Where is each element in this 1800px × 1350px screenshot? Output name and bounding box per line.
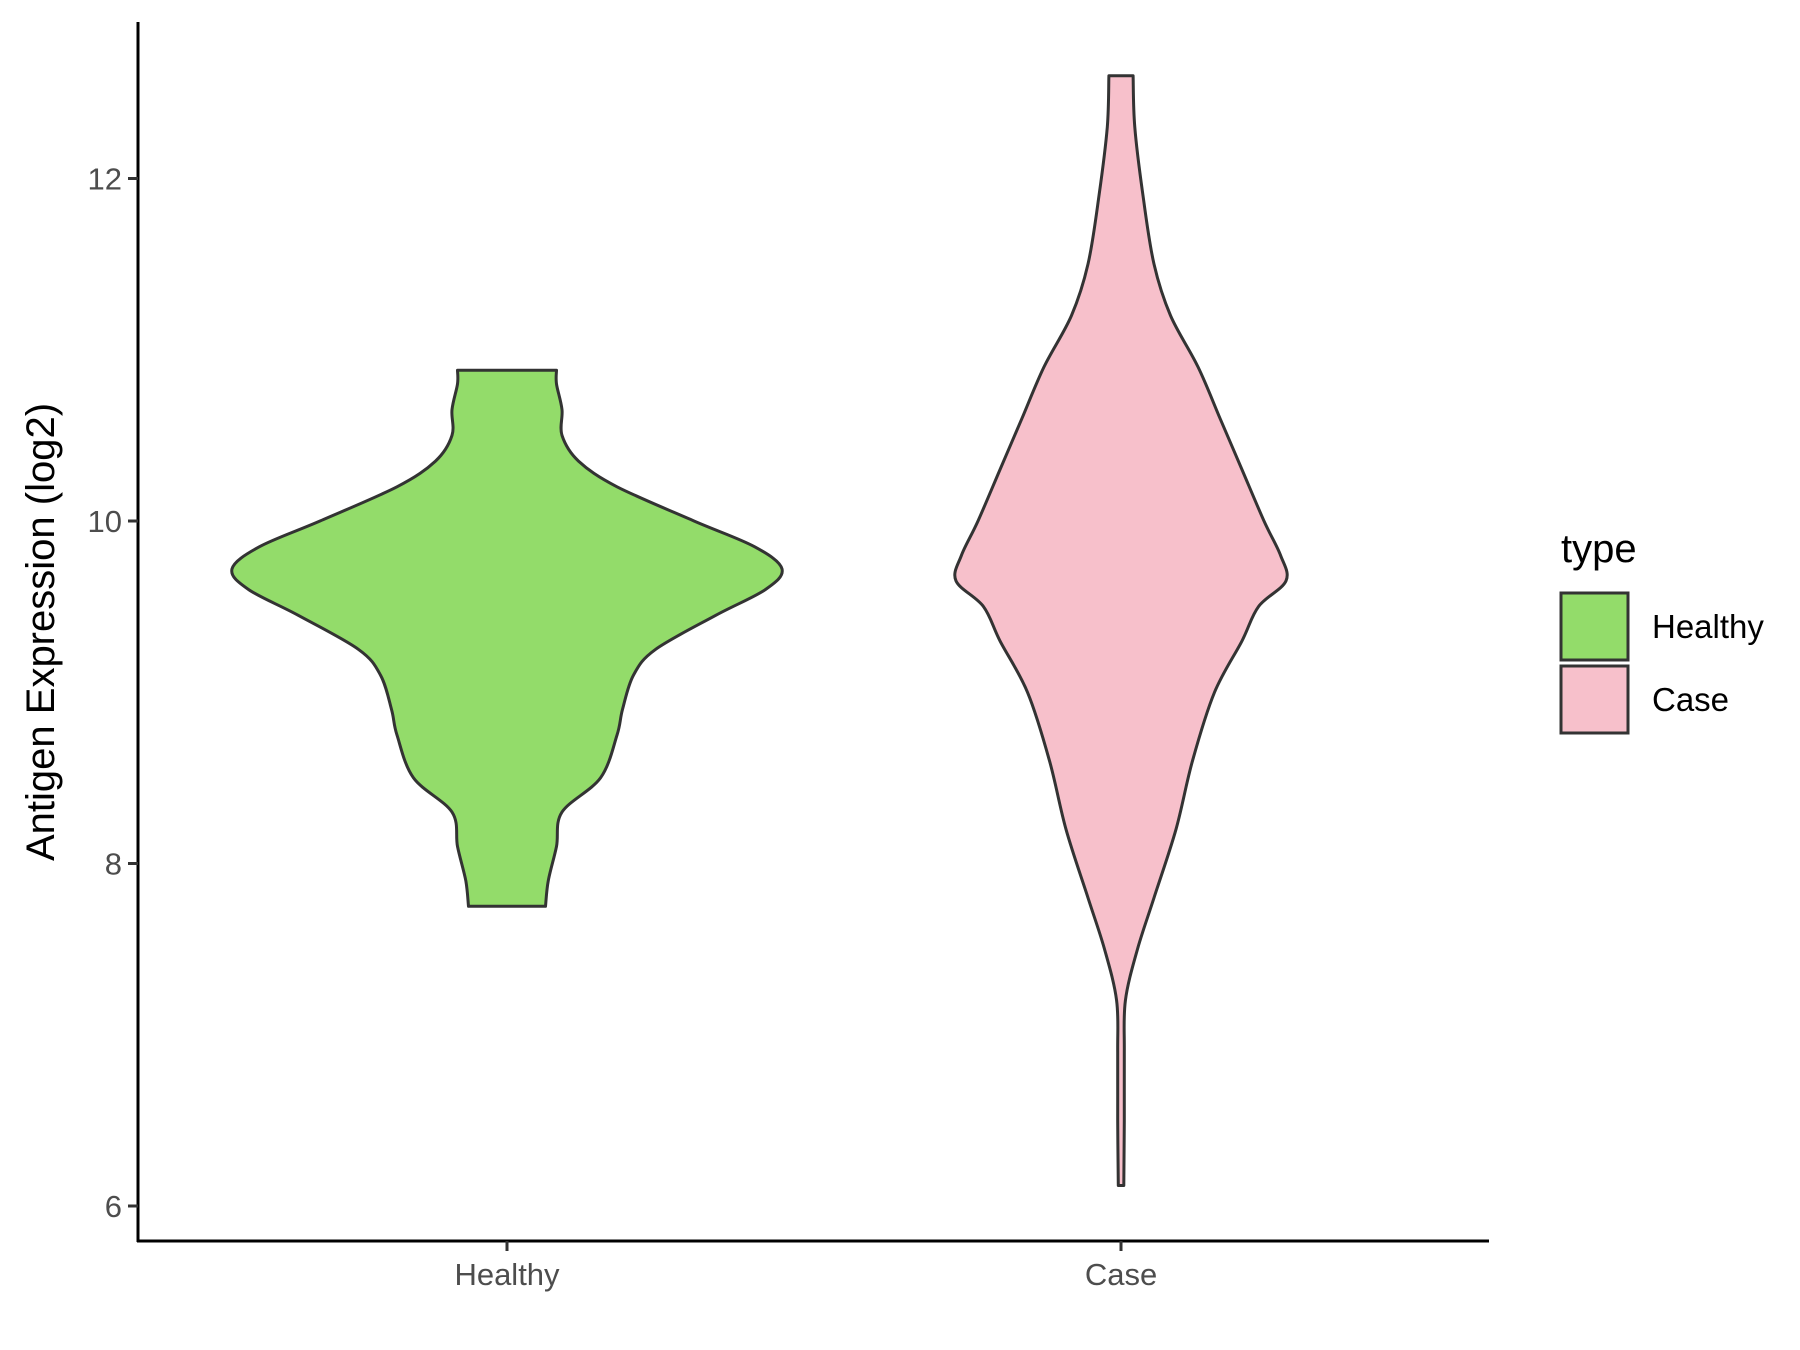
legend-key-case (1559, 664, 1630, 735)
y-axis-title: Antigen Expression (log2) (19, 403, 63, 861)
legend-label-healthy: Healthy (1652, 608, 1764, 645)
x-tick-label: Healthy (454, 1257, 560, 1292)
legend-label-case: Case (1652, 681, 1729, 718)
y-tick-label: 10 (88, 504, 122, 539)
legend: type Healthy Case (1559, 527, 1764, 735)
legend-key-healthy (1559, 591, 1630, 662)
y-tick-label: 6 (105, 1189, 122, 1224)
y-tick-label: 12 (88, 162, 122, 197)
violin-healthy (230, 368, 784, 908)
violin-layer (230, 74, 1289, 1187)
legend-title: type (1561, 527, 1637, 571)
x-ticks: Healthy Case (454, 1241, 1157, 1292)
legend-items: Healthy Case (1559, 591, 1764, 735)
y-ticks: 6 8 10 12 (88, 162, 138, 1224)
y-tick-label: 8 (105, 847, 122, 882)
x-tick-label: Case (1085, 1257, 1157, 1292)
violin-case (953, 74, 1289, 1187)
